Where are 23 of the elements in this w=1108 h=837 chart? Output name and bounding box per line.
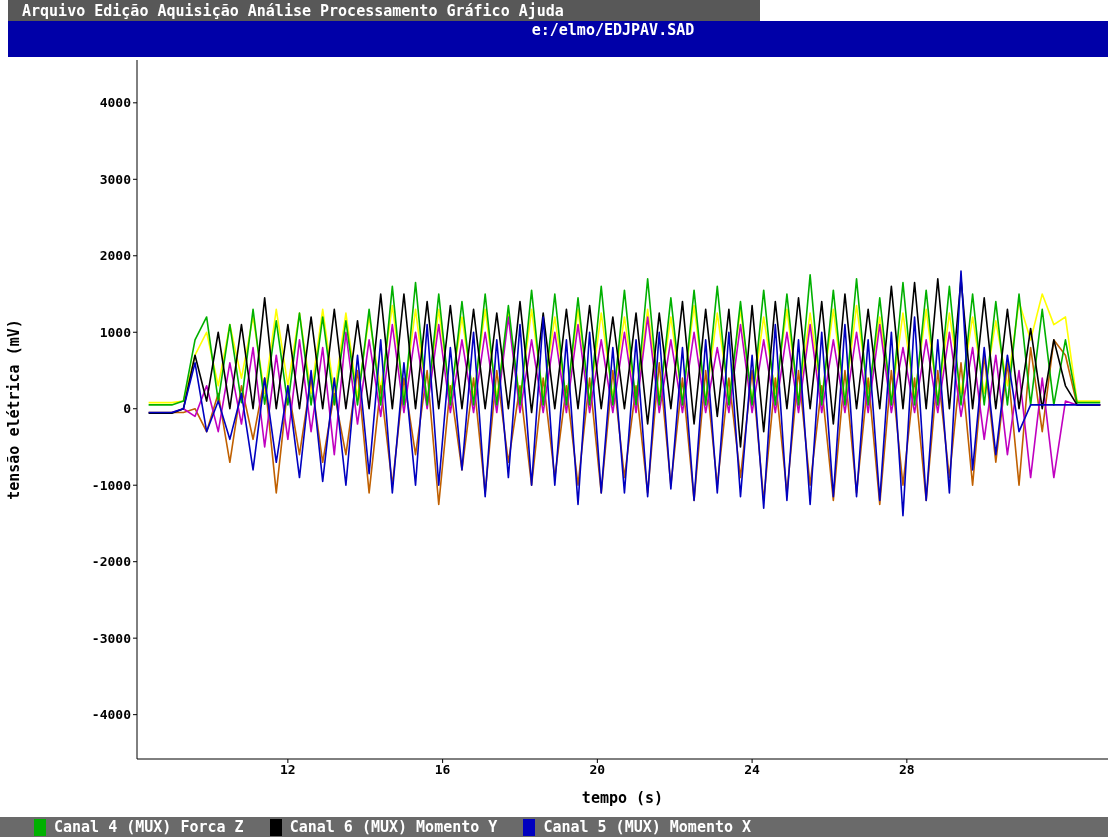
x-tick-label: 20 [589,762,606,778]
legend-label: Canal 6 (MUX) Momento Y [289,818,498,836]
y-tick-label: 3000 [99,171,132,187]
line-series [147,274,1102,406]
y-tick-label: -1000 [91,477,132,493]
y-tick-label: 0 [123,401,132,417]
y-tick-label: 1000 [99,324,132,340]
y-tick-label: 2000 [99,248,132,264]
legend-label: Canal 4 (MUX) Forca Z [54,818,244,836]
y-tick-label: -2000 [91,554,132,570]
x-tick-label: 24 [744,762,761,778]
y-tick-label: -4000 [91,707,132,723]
text: Arquivo Edição Aquisição Análise Processamento Gráfico Ajuda [22,2,564,20]
x-tick-label: 12 [280,762,296,778]
x-axis-title: tempo (s) [581,789,664,807]
line-series [147,270,1102,517]
x-tick-label: 16 [434,762,451,778]
legend-label: Canal 5 (MUX) Momento X [543,818,752,836]
y-tick-label: -3000 [91,630,132,646]
x-tick-label: 28 [899,762,915,778]
y-axis-title: tensão elétrica (mV) [5,319,24,500]
chart-title: e:/elmo/EDJPAV.SAD [530,21,696,39]
y-tick-label: 4000 [99,95,132,111]
